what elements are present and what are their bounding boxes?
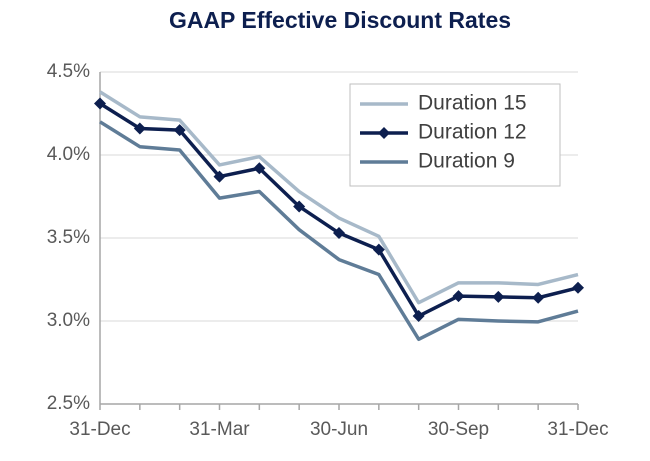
y-tick-label: 4.5% <box>47 61 90 82</box>
x-tick-label: 30-Sep <box>428 419 489 440</box>
marker <box>412 310 425 323</box>
legend-label: Duration 12 <box>418 121 527 144</box>
legend-marker <box>378 127 390 139</box>
marker <box>372 243 385 256</box>
marker <box>333 227 345 240</box>
y-tick-label: 3.0% <box>47 310 90 331</box>
y-tick-label: 4.0% <box>47 144 90 165</box>
marker <box>133 122 146 135</box>
x-tick-label: 31-Mar <box>189 419 250 440</box>
legend-label: Duration 15 <box>418 92 527 115</box>
y-tick-label: 3.5% <box>47 227 90 248</box>
legend-label: Duration 9 <box>418 150 515 173</box>
x-tick-label: 31-Dec <box>547 419 608 440</box>
marker <box>94 97 106 110</box>
marker <box>532 291 545 304</box>
series-line <box>99 90 579 305</box>
marker <box>253 162 266 175</box>
marker <box>492 290 505 303</box>
x-tick-label: 31-Dec <box>69 419 130 440</box>
marker <box>173 124 186 137</box>
x-tick-label: 30-Jun <box>310 419 368 440</box>
marker <box>213 170 226 183</box>
marker <box>452 290 465 303</box>
series-line <box>99 120 579 342</box>
marker <box>572 281 584 294</box>
marker <box>293 200 306 213</box>
chart-title: GAAP Effective Discount Rates <box>169 7 511 33</box>
y-tick-label: 2.5% <box>47 393 90 414</box>
